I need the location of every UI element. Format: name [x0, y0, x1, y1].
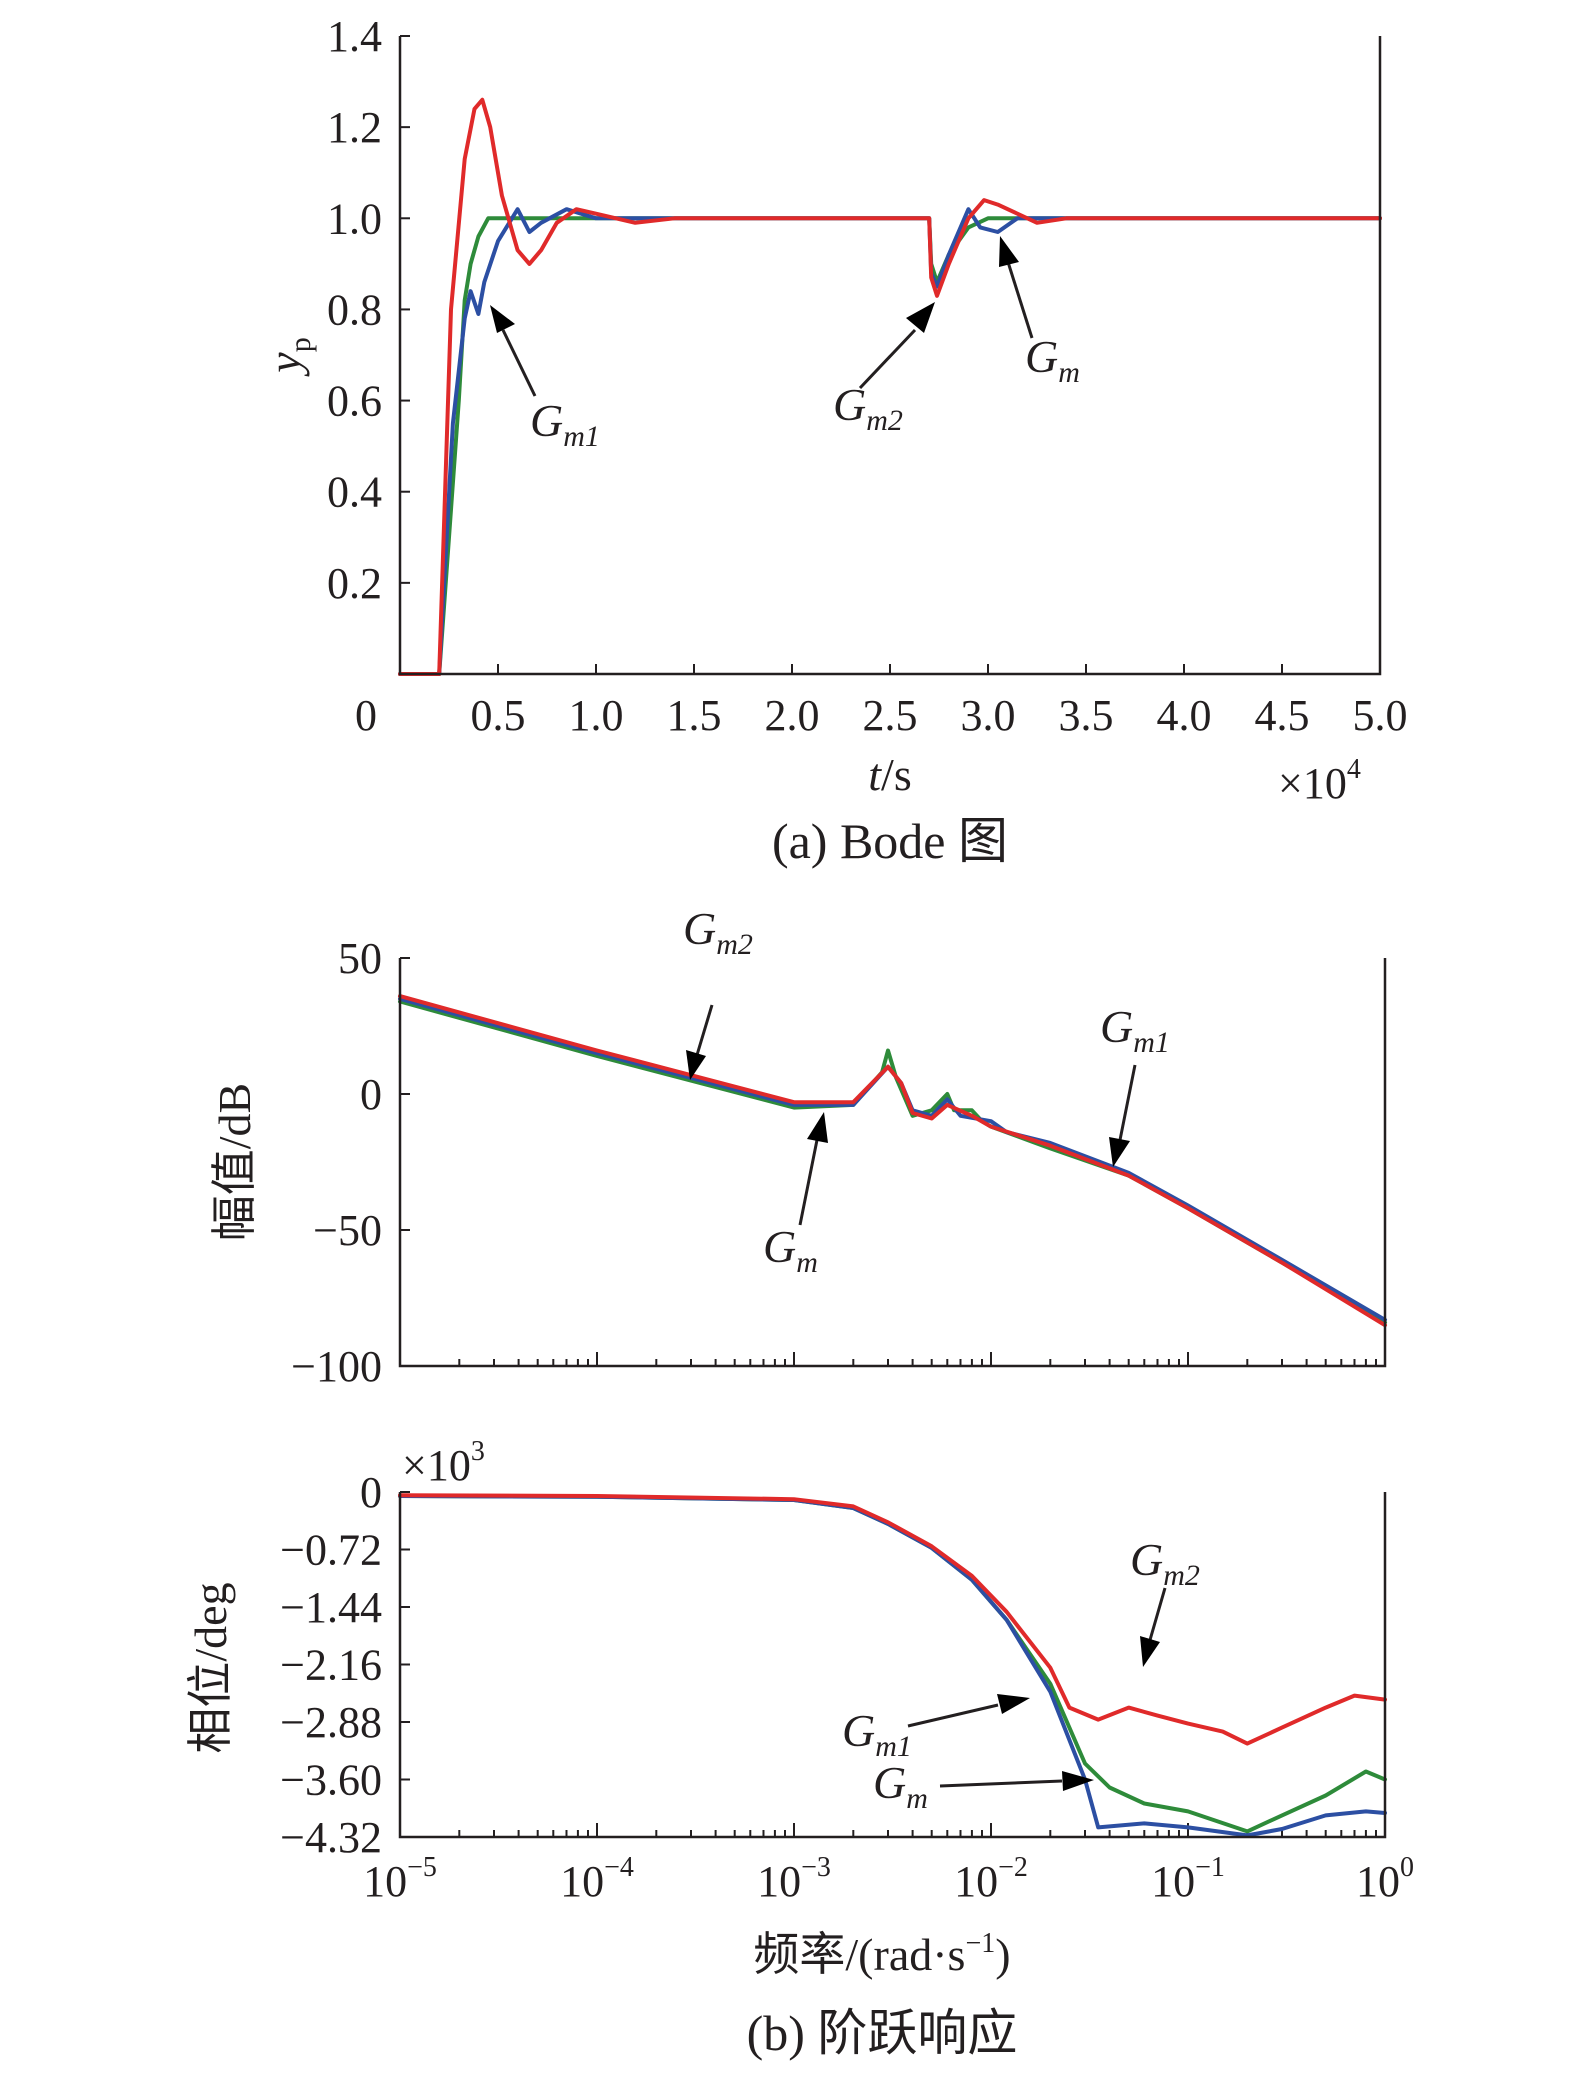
- phase-caption: (b) 阶跃响应: [747, 2005, 1018, 2061]
- magnitude-ylabel: 幅值/dB: [209, 1083, 260, 1241]
- phase-axes-frame: [398, 1492, 1387, 1839]
- phase-x-tick-label: 10−2: [954, 1852, 1028, 1906]
- step-x-tick-label: 0: [355, 691, 377, 740]
- magnitude-y-tick-label: 50: [338, 934, 382, 983]
- phase-y-tick-label: −0.72: [280, 1526, 382, 1575]
- phase-y-tick-label: −2.88: [280, 1698, 382, 1747]
- phase-x-tick-label: 10−3: [757, 1852, 831, 1906]
- arrowhead-icon: [1062, 1771, 1094, 1791]
- svg-text:Gm: Gm: [1025, 331, 1080, 389]
- magnitude-series-red: [398, 994, 1387, 1328]
- phase-series-red: [398, 1493, 1387, 1746]
- step-x-tick-label: 2.0: [765, 691, 820, 740]
- annotation-step-gm2: Gm2: [833, 302, 935, 437]
- step-x-tick-label: 3.5: [1059, 691, 1114, 740]
- magnitude-y-tick-label: −100: [291, 1342, 382, 1391]
- magnitude-series-green: [398, 999, 1387, 1325]
- phase-y-scale: ×103: [402, 1436, 485, 1490]
- svg-text:Gm1: Gm1: [842, 1705, 912, 1763]
- step-y-tick-label: 1.2: [327, 103, 382, 152]
- arrowhead-icon: [997, 1694, 1030, 1714]
- annotation-step-gm1: Gm1: [490, 305, 600, 453]
- arrowhead-icon: [807, 1112, 828, 1143]
- phase-ylabel: 相位/deg: [185, 1582, 236, 1753]
- step-y-tick-label: 0.4: [327, 468, 382, 517]
- step-xlabel: t/s: [868, 749, 911, 800]
- phase-x-tick-label: 100: [1356, 1852, 1414, 1906]
- phase-x-tick-label: 10−1: [1151, 1852, 1225, 1906]
- annotation-phase-gm2: Gm2: [1130, 1534, 1200, 1667]
- panel-magnitude: −100 −50 0 50 幅值/dB Gm2 Gm1 Gm: [209, 903, 1387, 1391]
- magnitude-y-tick-label: 0: [360, 1070, 382, 1119]
- panel-phase: 10−5 10−4 10−3 10−2 10−1 100 0 −0.72 −1.44 −2.16 −…: [185, 1436, 1414, 2061]
- arrowhead-icon: [686, 1050, 706, 1080]
- annotation-phase-gm1: Gm1: [842, 1694, 1030, 1763]
- step-x-tick-label: 5.0: [1353, 691, 1408, 740]
- svg-text:Gm: Gm: [763, 1221, 818, 1279]
- step-x-scale: ×104: [1278, 754, 1361, 808]
- phase-series: [398, 1493, 1387, 1838]
- step-x-tick-label: 1.0: [569, 691, 624, 740]
- magnitude-series-blue: [398, 996, 1387, 1322]
- magnitude-axes-frame: [398, 958, 1387, 1368]
- step-ticks: 0 0.5 1.0 1.5 2.0 2.5 3.0 3.5 4.0 4.5 5.0 0.2 0.4 0.6…: [327, 12, 1408, 740]
- step-y-tick-label: 0.8: [327, 285, 382, 334]
- step-x-tick-label: 1.5: [667, 691, 722, 740]
- step-series: [398, 97, 1382, 676]
- phase-ticks: 10−5 10−4 10−3 10−2 10−1 100 0 −0.72 −1.44 −2.16 −…: [280, 1468, 1414, 1906]
- step-y-tick-label: 0.6: [327, 377, 382, 426]
- panel-step: 0 0.5 1.0 1.5 2.0 2.5 3.0 3.5 4.0 4.5 5.0 0.2 0.4 0.6…: [259, 12, 1408, 869]
- step-series-blue: [398, 207, 1382, 676]
- step-x-tick-label: 4.0: [1157, 691, 1212, 740]
- phase-y-tick-label: −2.16: [280, 1641, 382, 1690]
- annotation-mag-gm: Gm: [763, 1112, 828, 1279]
- magnitude-ticks: −100 −50 0 50: [291, 934, 1386, 1391]
- annotation-step-gm: Gm: [999, 236, 1080, 389]
- arrowhead-icon: [999, 236, 1019, 267]
- step-caption: (a) Bode 图: [772, 813, 1008, 869]
- phase-y-tick-label: −3.60: [280, 1756, 382, 1805]
- annotation-phase-gm: Gm: [873, 1757, 1094, 1815]
- svg-text:Gm1: Gm1: [1100, 1001, 1170, 1059]
- step-series-green: [398, 216, 1382, 676]
- arrowhead-icon: [906, 302, 935, 333]
- phase-x-tick-label: 10−4: [560, 1852, 634, 1906]
- step-x-tick-label: 2.5: [863, 691, 918, 740]
- arrowhead-icon: [490, 305, 515, 333]
- step-axes-frame: [398, 36, 1382, 676]
- svg-text:Gm2: Gm2: [1130, 1534, 1200, 1592]
- svg-text:Gm: Gm: [873, 1757, 928, 1815]
- step-x-tick-label: 0.5: [471, 691, 526, 740]
- annotation-mag-gm1: Gm1: [1100, 1001, 1170, 1167]
- arrowhead-icon: [1140, 1636, 1160, 1667]
- step-ylabel: yp: [259, 337, 317, 376]
- svg-text:Gm2: Gm2: [833, 379, 903, 437]
- svg-text:Gm1: Gm1: [530, 395, 600, 453]
- phase-y-tick-label: −1.44: [280, 1583, 382, 1632]
- phase-xlabel: 频率/(rad·s−1): [753, 1928, 1010, 1980]
- phase-y-tick-label: 0: [360, 1468, 382, 1517]
- phase-y-tick-label: −4.32: [280, 1813, 382, 1862]
- step-y-tick-label: 1.4: [327, 12, 382, 61]
- arrowhead-icon: [1109, 1137, 1130, 1167]
- step-y-tick-label: 1.0: [327, 194, 382, 243]
- step-x-tick-label: 3.0: [961, 691, 1016, 740]
- magnitude-y-tick-label: −50: [313, 1206, 382, 1255]
- magnitude-series: [398, 994, 1387, 1328]
- step-x-tick-label: 4.5: [1255, 691, 1310, 740]
- step-series-red: [398, 97, 1382, 676]
- annotation-mag-gm2: Gm2: [683, 903, 753, 1080]
- svg-text:Gm2: Gm2: [683, 903, 753, 961]
- phase-x-tick-label: 10−5: [363, 1852, 437, 1906]
- step-y-tick-label: 0.2: [327, 559, 382, 608]
